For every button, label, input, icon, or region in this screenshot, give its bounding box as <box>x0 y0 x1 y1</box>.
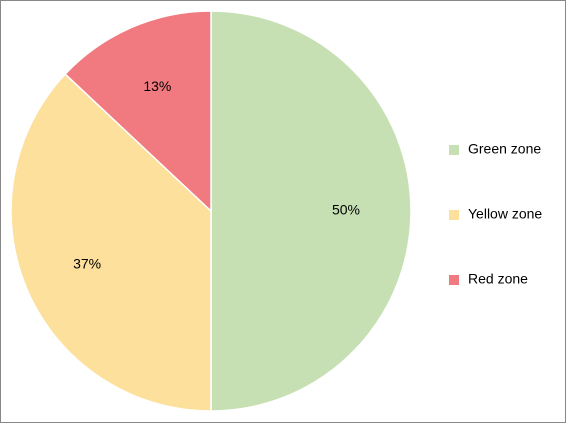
legend-label: Yellow zone <box>468 206 542 222</box>
pie-slice <box>10 73 212 412</box>
legend-swatch <box>449 145 459 155</box>
pie-slice <box>64 10 212 213</box>
legend-label: Red zone <box>468 271 528 287</box>
data-label: 37% <box>73 255 101 271</box>
legend-swatch <box>449 275 459 285</box>
legend-label: Green zone <box>468 141 541 157</box>
legend-swatch <box>449 210 459 220</box>
pie-slice <box>210 10 412 412</box>
data-label: 13% <box>143 78 171 94</box>
data-label: 50% <box>332 202 360 218</box>
